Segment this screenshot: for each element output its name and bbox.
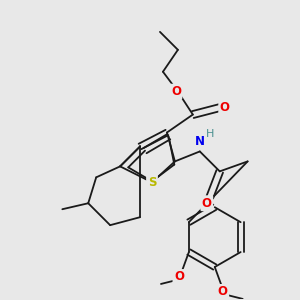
Text: O: O (174, 271, 184, 284)
Text: O: O (220, 101, 230, 114)
Text: N: N (195, 135, 205, 148)
Text: O: O (171, 85, 181, 98)
Text: S: S (148, 175, 156, 188)
Text: S: S (148, 176, 156, 189)
Text: O: O (202, 197, 212, 210)
Text: H: H (206, 128, 214, 139)
Text: O: O (218, 285, 228, 298)
